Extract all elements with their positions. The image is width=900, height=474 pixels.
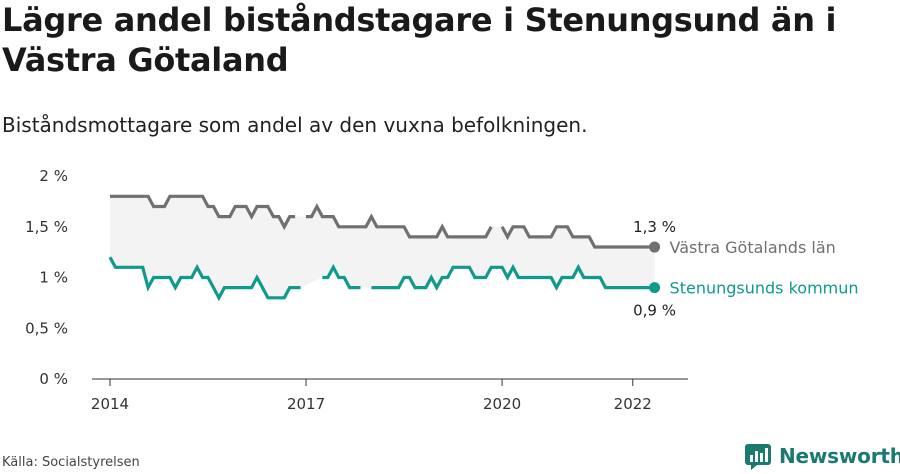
x-tick-label-0: 2014: [91, 395, 129, 413]
x-tick-label-2: 2020: [483, 395, 521, 413]
series-0-name-label: Västra Götalands län: [670, 238, 836, 257]
series-0-line-segment-0: [110, 194, 296, 231]
chart-title: Lägre andel biståndstagare i Stenungsund…: [2, 1, 837, 79]
source-note: Källa: Socialstyrelsen: [2, 455, 140, 470]
y-tick-label-3: 1,5 %: [25, 218, 68, 236]
series-1-line-segment-1: [322, 263, 361, 290]
x-tick-label-1: 2017: [287, 395, 325, 413]
brand-name: Newsworthy: [779, 444, 900, 468]
gap-shading: [110, 196, 655, 298]
series-lines: [108, 194, 655, 302]
series-1-line-segment-2: [371, 263, 655, 291]
series-1-end-point: [649, 282, 661, 294]
brand-logo: Newsworthy: [745, 442, 900, 470]
series-0-line-segment-1: [306, 203, 493, 239]
line-chart: 0 % 0,5 % 1 % 1,5 % 2 % 2014 2017 2020 2022 1,3…: [25, 167, 858, 413]
series-0-end-value: 1,3 %: [633, 218, 676, 236]
shaded-area: [110, 196, 655, 298]
y-axis: 0 % 0,5 % 1 % 1,5 % 2 %: [25, 167, 68, 388]
chart-subtitle: Biståndsmottagare som andel av den vuxna…: [2, 113, 588, 137]
y-tick-label-1: 0,5 %: [25, 319, 68, 337]
series-0-line-segment-2: [500, 225, 655, 249]
y-tick-label-2: 1 %: [39, 269, 68, 287]
x-tick-label-3: 2022: [614, 395, 652, 413]
y-tick-label-0: 0 %: [39, 370, 68, 388]
series-1-name-label: Stenungsunds kommun: [670, 279, 859, 298]
newsworthy-logo-icon: [745, 444, 771, 470]
y-tick-label-4: 2 %: [39, 167, 68, 185]
x-axis: 2014 2017 2020 2022: [91, 378, 688, 413]
series-1-end-value: 0,9 %: [633, 302, 676, 320]
series-1-line-segment-0: [108, 256, 301, 302]
series-labels: 1,3 % Västra Götalands län 0,9 % Stenungsun…: [633, 218, 858, 320]
series-0-end-point: [649, 241, 661, 253]
